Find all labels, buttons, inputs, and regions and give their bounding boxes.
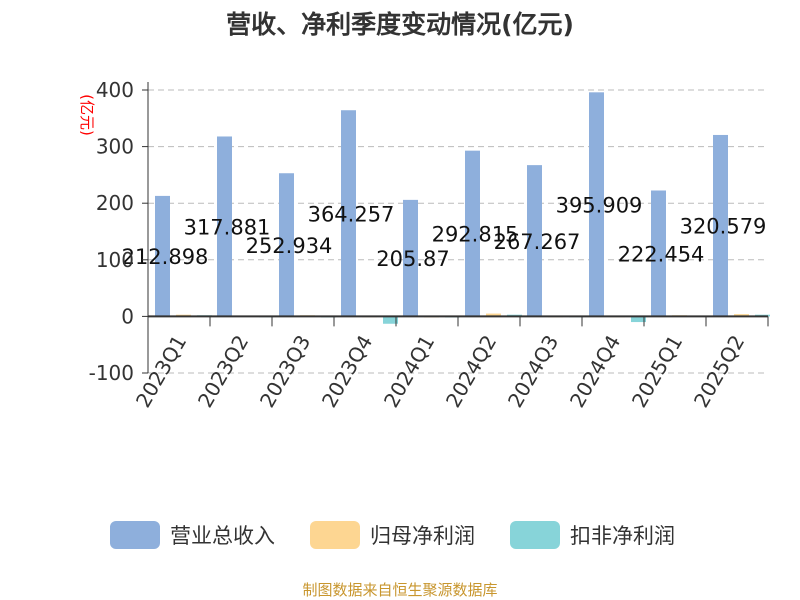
legend-swatch[interactable] bbox=[310, 521, 360, 549]
data-label: 364.257 bbox=[308, 202, 395, 226]
bar bbox=[155, 195, 170, 317]
y-tick-label: 200 bbox=[96, 191, 134, 215]
data-label: 395.909 bbox=[556, 193, 643, 217]
x-tick-label: 2023Q3 bbox=[255, 331, 315, 412]
x-tick-label: 2023Q1 bbox=[131, 331, 191, 412]
data-label: 267.267 bbox=[494, 230, 581, 254]
bar bbox=[734, 314, 749, 317]
legend-swatch[interactable] bbox=[110, 521, 160, 549]
x-tick-label: 2025Q1 bbox=[627, 331, 687, 412]
bar bbox=[383, 316, 398, 324]
data-label: 292.815 bbox=[432, 223, 519, 247]
y-tick-label: 300 bbox=[96, 135, 134, 159]
data-label: 252.934 bbox=[246, 234, 333, 258]
bar bbox=[527, 165, 542, 317]
bar bbox=[341, 110, 356, 317]
footer-source: 制图数据来自恒生聚源数据库 bbox=[302, 581, 497, 599]
bar bbox=[713, 134, 728, 317]
chart-title: 营收、净利季度变动情况(亿元) bbox=[226, 10, 574, 39]
legend: 营业总收入 归母净利润 扣非净利润 bbox=[110, 521, 675, 549]
x-tick-label: 2024Q4 bbox=[565, 331, 625, 412]
legend-label[interactable]: 营业总收入 bbox=[170, 524, 275, 548]
x-tick-label: 2024Q2 bbox=[441, 331, 501, 412]
bar bbox=[279, 173, 294, 317]
legend-swatch[interactable] bbox=[510, 521, 560, 549]
y-tick-label: 0 bbox=[121, 304, 134, 328]
x-tick-label: 2023Q2 bbox=[193, 331, 253, 412]
data-label: 212.898 bbox=[122, 245, 209, 269]
bar bbox=[651, 190, 666, 317]
x-tick-label: 2024Q3 bbox=[503, 331, 563, 412]
bar bbox=[486, 313, 501, 317]
data-label: 205.87 bbox=[376, 247, 449, 271]
bar bbox=[217, 136, 232, 317]
bar bbox=[465, 150, 480, 317]
legend-label[interactable]: 扣非净利润 bbox=[570, 524, 675, 548]
data-label: 320.579 bbox=[680, 215, 767, 239]
data-label: 222.454 bbox=[618, 242, 705, 266]
y-tick-label: -100 bbox=[89, 361, 134, 385]
x-tick-label: 2024Q1 bbox=[379, 331, 439, 412]
data-label: 317.881 bbox=[184, 215, 271, 239]
legend-label[interactable]: 归母净利润 bbox=[370, 524, 475, 548]
x-tick-label: 2025Q2 bbox=[689, 331, 749, 412]
bar bbox=[631, 316, 646, 323]
bar bbox=[403, 199, 418, 317]
y-tick-label: 400 bbox=[96, 78, 134, 102]
y-tick-label: 100 bbox=[96, 248, 134, 272]
y-axis-label: (亿元) bbox=[78, 94, 96, 136]
x-tick-label: 2023Q4 bbox=[317, 331, 377, 412]
bar bbox=[589, 92, 604, 317]
